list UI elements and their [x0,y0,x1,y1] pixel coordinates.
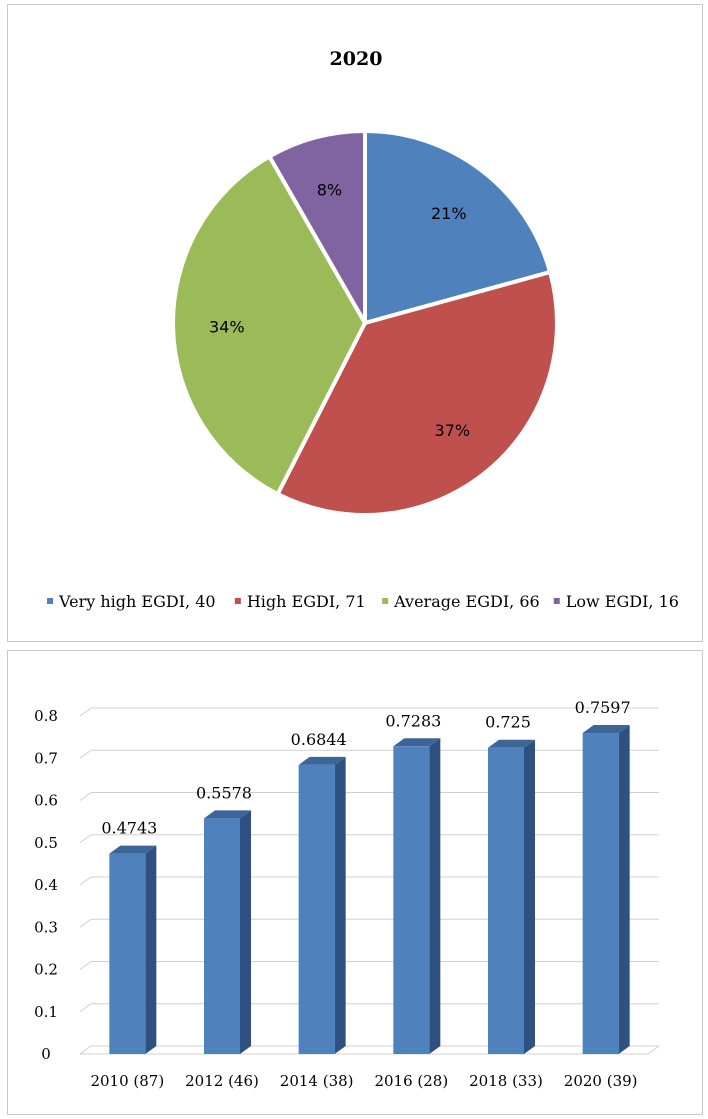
y-tick-label-7: 0.7 [34,749,58,767]
bar-side-4 [524,739,535,1054]
pie-slice-label-0: 21% [431,204,467,223]
bar-front-0 [109,853,146,1054]
bar-side-5 [618,725,630,1054]
bar-1 [204,810,251,1054]
legend-marker-0 [47,598,54,604]
bar-top-1 [204,810,251,819]
bar-3 [393,738,441,1054]
bar-top-5 [582,725,630,734]
bar-top-4 [488,739,535,748]
gridline-depth-7 [79,749,92,759]
pie-slice-0 [363,129,553,325]
legend-marker-2 [382,598,389,604]
x-category-label-3: 2016 (28) [374,1072,448,1090]
y-tick-label-6: 0.6 [34,792,58,810]
x-category-label-1: 2012 (46) [185,1072,259,1090]
bar-front-2 [298,764,335,1054]
gridline-depth-4 [79,876,92,886]
pie-slice-1 [275,270,559,517]
x-category-label-0: 2010 (87) [90,1072,164,1090]
bar-side-2 [334,756,346,1054]
bar-side-1 [240,810,251,1054]
bar-top-2 [298,756,346,765]
gridline-depth-3 [79,918,92,928]
gridline-depth-8 [79,707,92,717]
x-category-label-4: 2018 (33) [469,1072,543,1090]
bar-data-label-0: 0.4743 [101,819,157,838]
pie-slice-label-1: 37% [435,421,471,440]
bar-front-1 [204,818,240,1054]
pie-chart-panel: 2020 21% 37% 34% 8% Very high EGDI, 40 High … [7,4,703,642]
bar-data-label-1: 0.5578 [196,783,252,802]
legend-entry-2: Average EGDI, 66 [393,592,540,611]
pie-chart: 2020 21% 37% 34% 8% Very high EGDI, 40 High … [47,48,679,611]
pie-slice-label-2: 34% [209,317,245,336]
gridline-depth-0 [79,1045,92,1055]
bar-front-5 [582,733,619,1054]
bar-2 [298,756,346,1054]
floor-edge-right [647,1045,660,1055]
legend-marker-3 [553,598,560,604]
bar-data-label-4: 0.725 [485,713,531,732]
y-tick-label-1: 0.1 [34,1003,58,1021]
bar-data-label-3: 0.7283 [385,711,441,730]
bar-top-0 [109,845,157,854]
bar-data-label-5: 0.7597 [575,698,631,717]
y-tick-label-5: 0.5 [34,834,58,852]
legend-marker-1 [234,598,241,604]
y-tick-label-8: 0.8 [34,707,58,725]
gridline-depth-6 [79,792,92,801]
bar-side-3 [429,738,441,1054]
bar-front-3 [393,746,430,1054]
gridline-depth-5 [79,834,92,844]
x-category-label-2: 2014 (38) [280,1072,354,1090]
legend-entry-3: Low EGDI, 16 [566,592,679,611]
bar-chart-panel: 0 0.1 0.2 0.3 0.4 0.5 0.6 0.7 0.8 0.4743 0.5578 0.… [7,650,703,1115]
y-tick-label-2: 0.2 [34,961,58,979]
y-tick-label-0: 0 [41,1045,51,1063]
legend-entry-1: High EGDI, 71 [247,592,366,611]
bar-chart: 0 0.1 0.2 0.3 0.4 0.5 0.6 0.7 0.8 0.4743 0.5578 0.… [34,698,660,1090]
bar-5 [582,725,630,1054]
bar-data-label-2: 0.6844 [291,730,347,749]
y-tick-label-3: 0.3 [34,918,58,936]
pie-slice-label-3: 8% [317,180,342,199]
gridline-depth-2 [79,961,92,970]
bar-front-4 [488,747,524,1054]
legend-entry-0: Very high EGDI, 40 [58,592,216,611]
bar-4 [488,739,535,1054]
bar-side-0 [145,845,157,1054]
pie-slice-3 [267,129,367,325]
y-tick-label-4: 0.4 [34,876,58,894]
gridline-depth-1 [79,1003,92,1013]
x-category-label-5: 2020 (39) [564,1072,638,1090]
pie-chart-title: 2020 [330,48,383,70]
bar-top-3 [393,738,441,747]
bar-0 [109,845,157,1054]
